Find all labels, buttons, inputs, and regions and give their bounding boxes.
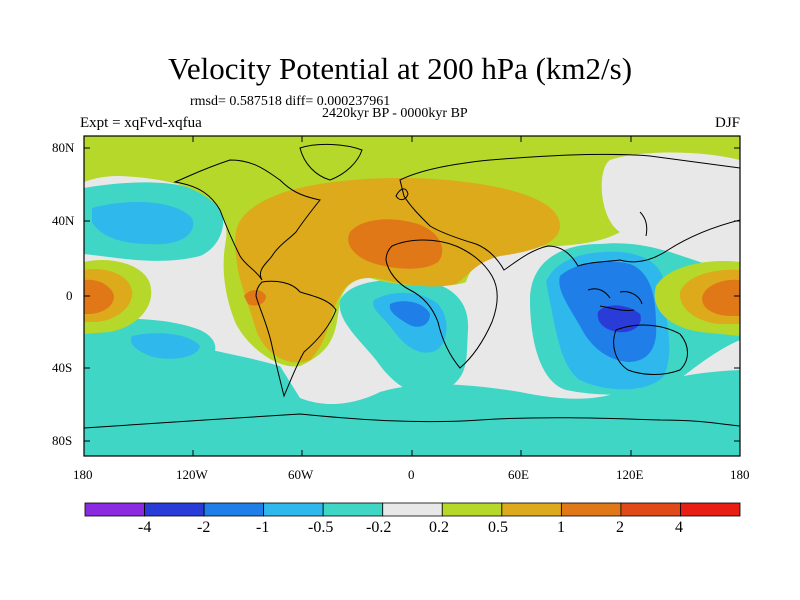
lat-tick-label: 40N (52, 213, 75, 228)
lat-tick-label: 80N (52, 140, 75, 155)
lon-tick-label: 180 (73, 467, 93, 482)
colorbar-swatch (84, 502, 145, 517)
coastline-greenland (299, 143, 363, 181)
season-label: DJF (714, 115, 740, 131)
colorbar-label: -1 (256, 519, 270, 536)
colorbar-label: -2 (197, 519, 211, 536)
colorbar-swatch (144, 502, 205, 517)
lon-tick-label: 120E (616, 467, 644, 482)
coastline-europe-asia (399, 153, 740, 271)
coastline-australia (613, 324, 688, 375)
colorbar-swatch (203, 502, 265, 517)
lon-tick-label: 60W (288, 467, 314, 482)
colorbar-swatch (680, 502, 741, 517)
contour-wpac-darkorange (84, 279, 114, 314)
contour-satlantic-dblue (389, 301, 430, 327)
colorbar-label: 0.5 (488, 519, 508, 536)
coastline-north-america (173, 159, 321, 281)
contour-southern-band (84, 332, 740, 456)
chart-title: Velocity Potential at 200 hPa (km2/s) (167, 51, 633, 86)
contour-fill (84, 136, 740, 456)
contour-natl-orange (235, 178, 560, 363)
axis-ticks (84, 136, 740, 456)
colorbar-label: -0.2 (366, 519, 392, 536)
lat-tick-label: 40S (52, 360, 73, 375)
contour-samerica-darkorange (244, 290, 266, 306)
experiment-label: Expt = xqFvd-xqfua (80, 115, 202, 131)
period-text: 2420kyr BP - 0000kyr BP (322, 106, 468, 121)
lon-tick-label: 60E (508, 467, 529, 482)
colorbar-swatch (382, 502, 443, 517)
colorbar-swatch (560, 502, 622, 517)
lat-tick-label: 80S (52, 433, 73, 448)
lon-tick-label: 120W (176, 467, 208, 482)
contour-indopac-darkblue (597, 305, 641, 333)
contour-sepacific-blue (130, 333, 200, 359)
coastline-africa (385, 239, 498, 369)
colorbar-swatch (501, 502, 562, 517)
contour-epac-darkorange (702, 279, 740, 316)
coastlines (84, 143, 740, 429)
colorbar-label: 4 (675, 519, 683, 536)
colorbar-label: -4 (138, 519, 152, 536)
colorbar-label: 1 (557, 519, 565, 536)
coastline-indonesia (587, 288, 643, 311)
coastline-antarctica (84, 413, 740, 429)
colorbar-label: 0.2 (429, 519, 449, 536)
colorbar-swatch (620, 502, 681, 517)
colorbar-label: -0.5 (308, 519, 334, 536)
contour-npacific-blue (92, 202, 194, 245)
lon-tick-label: 180 (730, 467, 750, 482)
colorbar-swatch (441, 502, 503, 517)
colorbar-swatch (263, 502, 324, 517)
lon-tick-label: 0 (408, 467, 415, 482)
stats-text: rmsd= 0.587518 diff= 0.000237961 (190, 94, 391, 109)
coastline-south-america (255, 280, 337, 398)
coastline-japan (639, 211, 648, 237)
lat-tick-label: 0 (66, 288, 73, 303)
coastline-uk (395, 188, 409, 201)
colorbar-label: 2 (616, 519, 624, 536)
colorbar-swatch (322, 502, 384, 517)
colorbar (84, 502, 741, 517)
contour-natl-darkorange (348, 219, 443, 269)
